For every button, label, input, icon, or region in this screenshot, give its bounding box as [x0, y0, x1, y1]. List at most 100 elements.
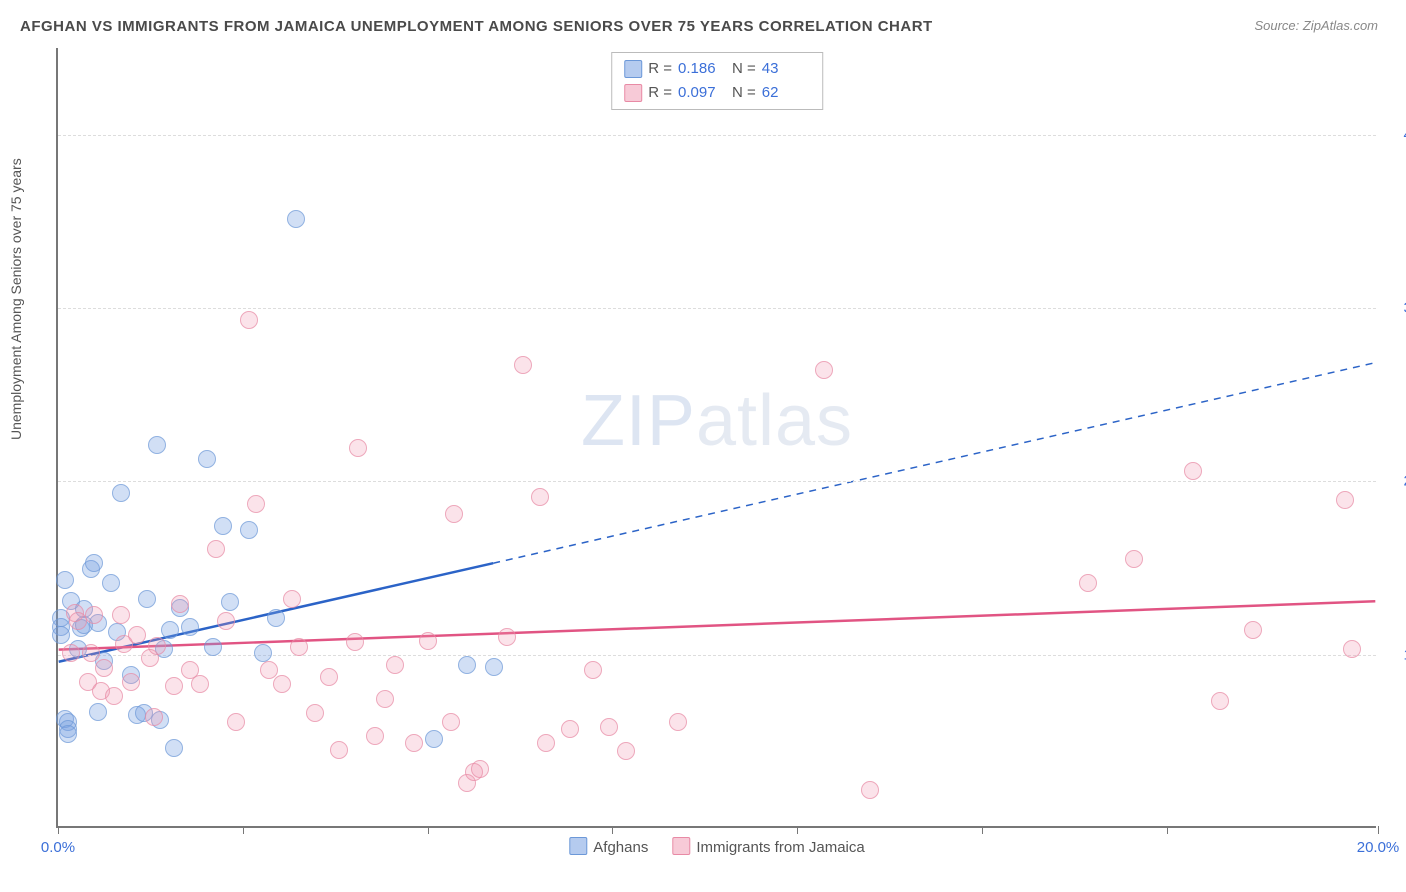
data-point — [165, 677, 183, 695]
data-point — [1244, 621, 1262, 639]
trend-lines — [58, 48, 1376, 826]
y-axis-label: Unemployment Among Seniors over 75 years — [8, 158, 24, 440]
data-point — [102, 574, 120, 592]
x-tick-label: 20.0% — [1357, 839, 1400, 856]
data-point — [306, 704, 324, 722]
data-point — [320, 668, 338, 686]
data-point — [366, 727, 384, 745]
data-point — [1336, 491, 1354, 509]
gridline — [58, 481, 1376, 482]
data-point — [1211, 692, 1229, 710]
data-point — [537, 734, 555, 752]
data-point — [181, 618, 199, 636]
data-point — [52, 626, 70, 644]
data-point — [85, 554, 103, 572]
data-point — [600, 718, 618, 736]
data-point — [669, 713, 687, 731]
legend-item: Afghans — [569, 837, 648, 856]
data-point — [458, 656, 476, 674]
data-point — [419, 632, 437, 650]
x-tick-label: 0.0% — [41, 839, 75, 856]
data-point — [148, 637, 166, 655]
data-point — [861, 781, 879, 799]
data-point — [240, 521, 258, 539]
data-point — [283, 590, 301, 608]
data-point — [485, 658, 503, 676]
x-tick — [428, 826, 429, 834]
data-point — [89, 703, 107, 721]
x-tick — [612, 826, 613, 834]
data-point — [531, 488, 549, 506]
data-point — [514, 356, 532, 374]
data-point — [148, 436, 166, 454]
data-point — [405, 734, 423, 752]
data-point — [287, 210, 305, 228]
data-point — [138, 590, 156, 608]
y-tick-label: 40.0% — [1386, 126, 1406, 143]
data-point — [145, 708, 163, 726]
data-point — [198, 450, 216, 468]
data-point — [122, 673, 140, 691]
x-tick — [243, 826, 244, 834]
x-tick — [1167, 826, 1168, 834]
data-point — [221, 593, 239, 611]
data-point — [217, 612, 235, 630]
data-point — [85, 606, 103, 624]
data-point — [290, 638, 308, 656]
data-point — [165, 739, 183, 757]
data-point — [346, 633, 364, 651]
data-point — [1125, 550, 1143, 568]
chart-title: AFGHAN VS IMMIGRANTS FROM JAMAICA UNEMPL… — [20, 18, 933, 35]
data-point — [105, 687, 123, 705]
data-point — [207, 540, 225, 558]
data-point — [191, 675, 209, 693]
data-point — [171, 595, 189, 613]
gridline — [58, 135, 1376, 136]
data-point — [471, 760, 489, 778]
x-tick — [982, 826, 983, 834]
y-tick-label: 10.0% — [1386, 646, 1406, 663]
x-tick — [797, 826, 798, 834]
data-point — [254, 644, 272, 662]
swatch-icon — [672, 837, 690, 855]
data-point — [498, 628, 516, 646]
source-attribution: Source: ZipAtlas.com — [1254, 18, 1378, 33]
plot-area: ZIPatlas R = 0.186 N = 43 R = 0.097 N = … — [56, 48, 1376, 828]
data-point — [815, 361, 833, 379]
data-point — [112, 484, 130, 502]
x-tick — [58, 826, 59, 834]
legend-bottom: Afghans Immigrants from Jamaica — [569, 837, 864, 856]
trend-line — [493, 363, 1375, 564]
data-point — [445, 505, 463, 523]
gridline — [58, 308, 1376, 309]
data-point — [82, 644, 100, 662]
data-point — [1343, 640, 1361, 658]
data-point — [1184, 462, 1202, 480]
data-point — [1079, 574, 1097, 592]
data-point — [425, 730, 443, 748]
data-point — [330, 741, 348, 759]
data-point — [204, 638, 222, 656]
data-point — [376, 690, 394, 708]
data-point — [227, 713, 245, 731]
data-point — [349, 439, 367, 457]
data-point — [273, 675, 291, 693]
data-point — [161, 621, 179, 639]
data-point — [247, 495, 265, 513]
data-point — [561, 720, 579, 738]
data-point — [62, 644, 80, 662]
swatch-icon — [569, 837, 587, 855]
trend-line — [59, 601, 1376, 649]
data-point — [442, 713, 460, 731]
data-point — [386, 656, 404, 674]
data-point — [617, 742, 635, 760]
data-point — [584, 661, 602, 679]
data-point — [267, 609, 285, 627]
correlation-chart: AFGHAN VS IMMIGRANTS FROM JAMAICA UNEMPL… — [0, 0, 1406, 892]
data-point — [128, 626, 146, 644]
data-point — [112, 606, 130, 624]
data-point — [240, 311, 258, 329]
y-tick-label: 30.0% — [1386, 300, 1406, 317]
legend-item: Immigrants from Jamaica — [672, 837, 864, 856]
data-point — [69, 612, 87, 630]
